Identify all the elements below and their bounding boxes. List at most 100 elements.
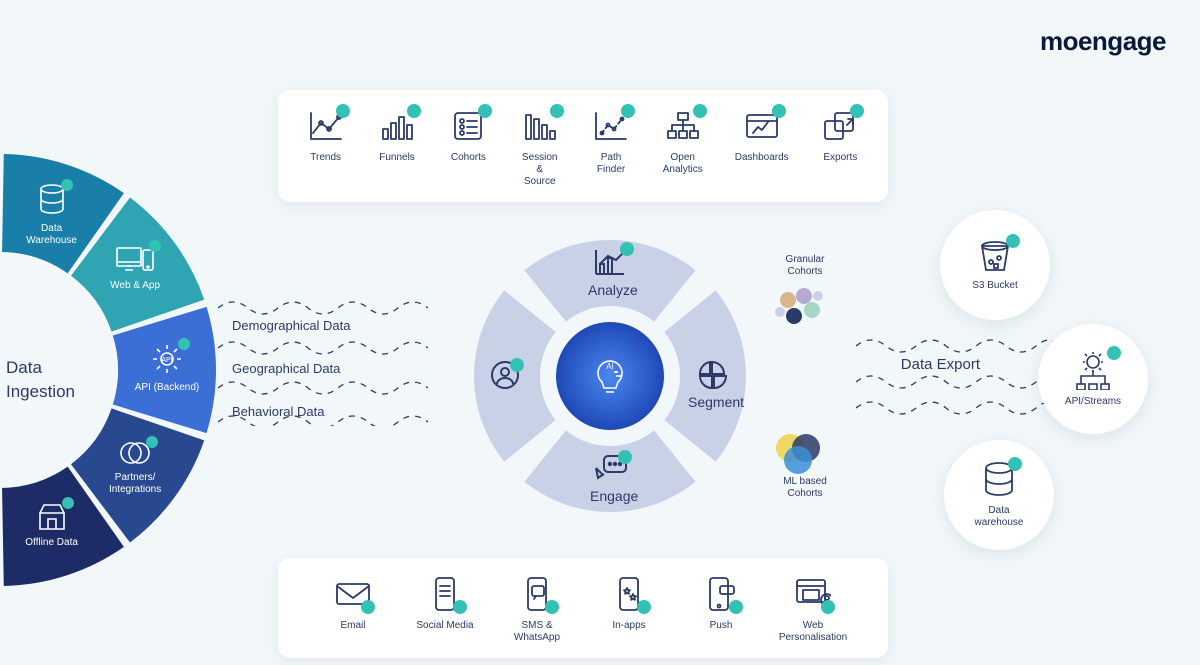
bottom-item-label: Push [710,620,733,632]
badge-dot [550,104,564,118]
analyze-label: Analyze [588,282,638,298]
top-item-label: Dashboards [735,152,789,164]
persona-icon [490,360,520,390]
top-item-sitemap: Open Analytics [663,108,703,176]
ingestion-venn: Partners/ Integrations [97,440,173,495]
bottom-item-phone-stars: In-apps [599,576,659,632]
bars-asc-icon [379,108,415,144]
wedge-label: Data Warehouse [26,223,77,246]
bucket-icon [976,238,1014,274]
gear-api-icon: API [150,342,184,376]
phone-stars-icon [611,576,647,612]
scatter-path-icon [593,108,629,144]
ai-hub-icon: AI [578,344,642,408]
wedge-label: Offline Data [25,537,78,549]
phone-chat-icon [519,576,555,612]
granular-cohorts-label: Granular Cohorts [770,254,840,278]
badge-dot [1008,457,1022,471]
bottom-item-browser-user: Web Personalisation [783,576,843,644]
phone-feed-icon [427,576,463,612]
export-s3-label: S3 Bucket [972,280,1018,292]
bars-desc-icon [522,108,558,144]
badge-dot [1006,234,1020,248]
badge-dot [1107,346,1121,360]
segment-icon [698,360,728,390]
top-item-label: Session & Source [520,152,559,188]
database-icon [37,183,67,217]
top-item-dashboard-win: Dashboards [735,108,789,164]
top-item-bars-asc: Funnels [377,108,416,164]
top-item-label: Open Analytics [663,152,703,176]
engage-label: Engage [590,488,638,504]
ingestion-database: Data Warehouse [14,183,90,246]
bottom-item-phone-chat: SMS & WhatsApp [507,576,567,644]
checklist-icon [450,108,486,144]
badge-dot [772,104,786,118]
top-item-export-arrow: Exports [821,108,860,164]
store-icon [36,501,68,531]
line-chart-icon [308,108,344,144]
export-api-label: API/Streams [1065,396,1121,408]
top-item-label: Path Finder [591,152,630,176]
badge-dot [621,104,635,118]
badge-dot [453,600,467,614]
analyze-toolbar: Trends Funnels Cohorts Session & Source Path… [278,90,888,202]
wedge-label: Web & App [110,280,160,292]
dashboard-win-icon [744,108,780,144]
badge-dot [149,240,161,252]
badge-dot [407,104,421,118]
bottom-item-label: Web Personalisation [779,620,847,644]
core-wheel: AI Analyze Segment Engage [460,226,760,526]
bottom-item-label: SMS & WhatsApp [507,620,567,644]
phone-push-icon [703,576,739,612]
badge-dot [618,450,632,464]
svg-text:API: API [161,357,172,364]
top-item-scatter-path: Path Finder [591,108,630,176]
gear-tree-icon [1071,350,1115,390]
export-s3: S3 Bucket [940,210,1050,320]
wedge-label: API (Backend) [135,382,199,394]
engage-channels: Email Social Media SMS & WhatsApp In-apps Pu… [278,558,888,658]
top-item-bars-desc: Session & Source [520,108,559,188]
badge-dot [821,600,835,614]
ingestion-gear-api: API API (Backend) [129,342,205,394]
badge-dot [146,436,158,448]
devices-icon [115,244,155,274]
top-item-label: Cohorts [451,152,486,164]
bottom-item-phone-feed: Social Media [415,576,475,632]
brand-logo: moengage [1040,26,1166,57]
bottom-item-label: Email [340,620,365,632]
top-item-checklist: Cohorts [449,108,488,164]
bottom-item-label: Social Media [416,620,473,632]
ml-cohorts-label: ML based Cohorts [770,476,840,500]
export-warehouse: Data warehouse [944,440,1054,550]
badge-dot [178,338,190,350]
segment-label: Segment [688,394,744,410]
top-item-line-chart: Trends [306,108,345,164]
badge-dot [729,600,743,614]
ingestion-devices: Web & App [97,244,173,292]
sitemap-icon [665,108,701,144]
badge-dot [850,104,864,118]
badge-dot [336,104,350,118]
bottom-item-phone-push: Push [691,576,751,632]
bottom-item-label: In-apps [612,620,645,632]
badge-dot [62,497,74,509]
export-api: API/Streams [1038,324,1148,434]
bottom-item-envelope: Email [323,576,383,632]
export-warehouse-label: Data warehouse [975,505,1024,529]
database-icon [982,461,1016,499]
badge-dot [361,600,375,614]
ml-cohorts: ML based Cohorts [770,430,840,500]
top-item-label: Funnels [379,152,415,164]
badge-dot [637,600,651,614]
svg-text:AI: AI [606,362,614,371]
badge-dot [61,179,73,191]
venn-icon [118,440,152,466]
badge-dot [693,104,707,118]
top-item-label: Trends [310,152,341,164]
granular-cohorts: Granular Cohorts [770,254,840,330]
wedge-label: Partners/ Integrations [109,472,161,495]
envelope-icon [335,576,371,612]
top-item-label: Exports [823,152,857,164]
